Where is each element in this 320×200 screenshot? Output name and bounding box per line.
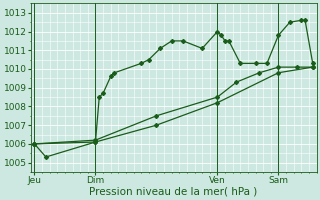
X-axis label: Pression niveau de la mer( hPa ): Pression niveau de la mer( hPa ) (90, 187, 258, 197)
